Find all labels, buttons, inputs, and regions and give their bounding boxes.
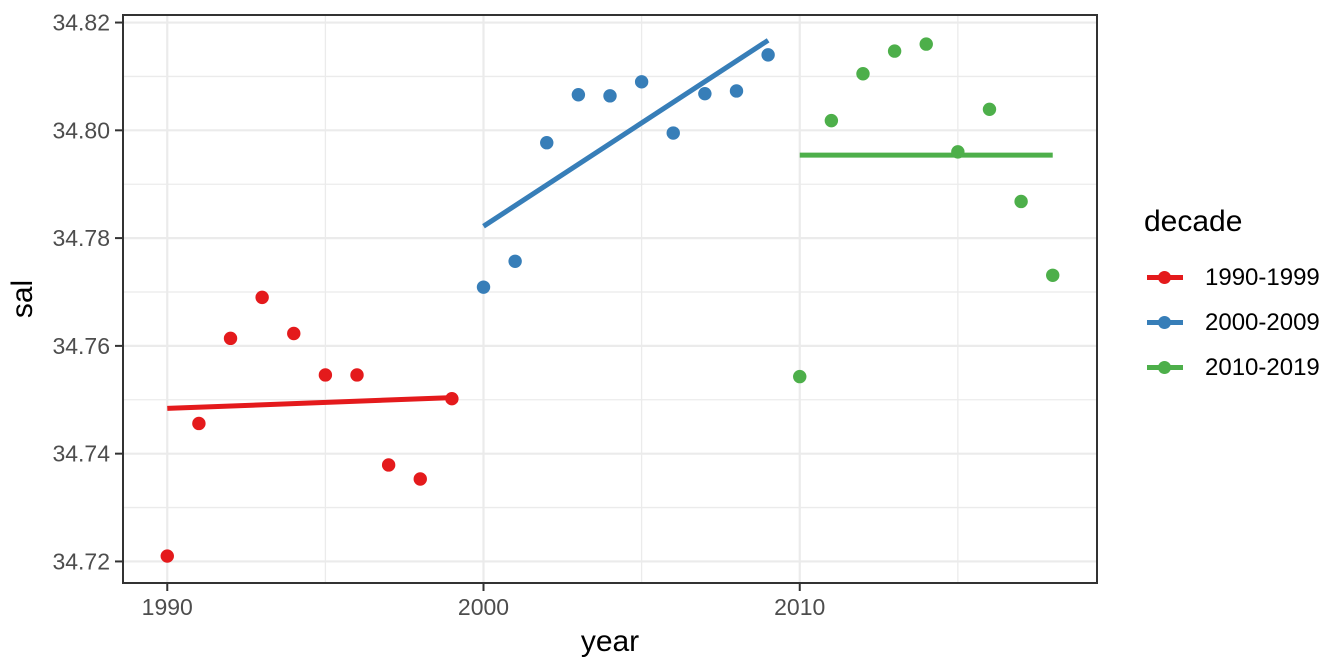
legend-label: 2000-2009 [1205, 308, 1320, 336]
data-point [761, 48, 775, 62]
data-point [919, 37, 933, 51]
data-point [255, 290, 269, 305]
legend: decade 1990-1999 2000-2009 [1144, 204, 1320, 390]
data-point [603, 89, 617, 103]
plot-panel: 34.72 34.74 34.76 34.78 34.80 34.82 1990 2000 20… [52, 10, 1098, 620]
data-point [381, 458, 396, 472]
panel-background [123, 15, 1097, 583]
data-point [793, 369, 807, 384]
y-tick-label: 34.74 [52, 441, 110, 467]
legend-label: 2010-2019 [1205, 353, 1320, 381]
y-tick-label: 34.72 [52, 548, 110, 574]
point-swatch [1158, 316, 1171, 329]
x-tick-label: 1990 [142, 594, 193, 620]
data-point [1046, 268, 1060, 282]
legend-key-line-dot-icon [1147, 361, 1183, 375]
data-point [318, 368, 333, 382]
data-point [729, 84, 744, 98]
data-point [571, 88, 586, 102]
legend-entries: 1990-1999 2000-2009 2010-2019 [1144, 255, 1320, 390]
legend-entry-1990s: 1990-1999 [1144, 255, 1320, 300]
trend-line [482, 38, 770, 229]
data-point [192, 416, 206, 431]
legend-key-line-dot-icon [1147, 271, 1183, 285]
point-swatch [1158, 271, 1171, 284]
x-tick-label: 2010 [774, 594, 825, 620]
y-tick-label: 34.76 [52, 333, 110, 359]
data-point [413, 472, 427, 486]
point-swatch [1158, 361, 1171, 374]
x-tick-label: 2000 [458, 594, 509, 620]
data-point [287, 326, 301, 341]
data-point [887, 44, 902, 58]
data-point [160, 549, 174, 563]
legend-label: 1990-1999 [1205, 263, 1320, 291]
data-point [1014, 194, 1028, 209]
data-point [666, 126, 680, 140]
y-axis-title: sal [6, 280, 39, 318]
x-axis-title: year [581, 625, 639, 658]
data-point [350, 368, 364, 382]
data-point [634, 75, 649, 89]
legend-entry-2000s: 2000-2009 [1144, 300, 1320, 345]
legend-entry-2010s: 2010-2019 [1144, 345, 1320, 390]
data-point [508, 254, 522, 268]
data-point [856, 67, 870, 81]
data-point [445, 391, 459, 406]
data-point [982, 102, 997, 117]
y-tick-label: 34.78 [52, 225, 110, 251]
legend-key-line-dot-icon [1147, 316, 1183, 330]
data-point [540, 136, 554, 150]
panel-border [122, 14, 1098, 584]
data-point [824, 113, 839, 128]
data-point [951, 145, 965, 159]
data-point [476, 280, 491, 294]
y-tick-label: 34.80 [52, 117, 110, 143]
data-point [223, 331, 238, 346]
y-tick-label: 34.82 [52, 10, 110, 36]
trend-line [167, 395, 452, 411]
legend-title: decade [1144, 205, 1243, 238]
data-point [698, 86, 712, 101]
